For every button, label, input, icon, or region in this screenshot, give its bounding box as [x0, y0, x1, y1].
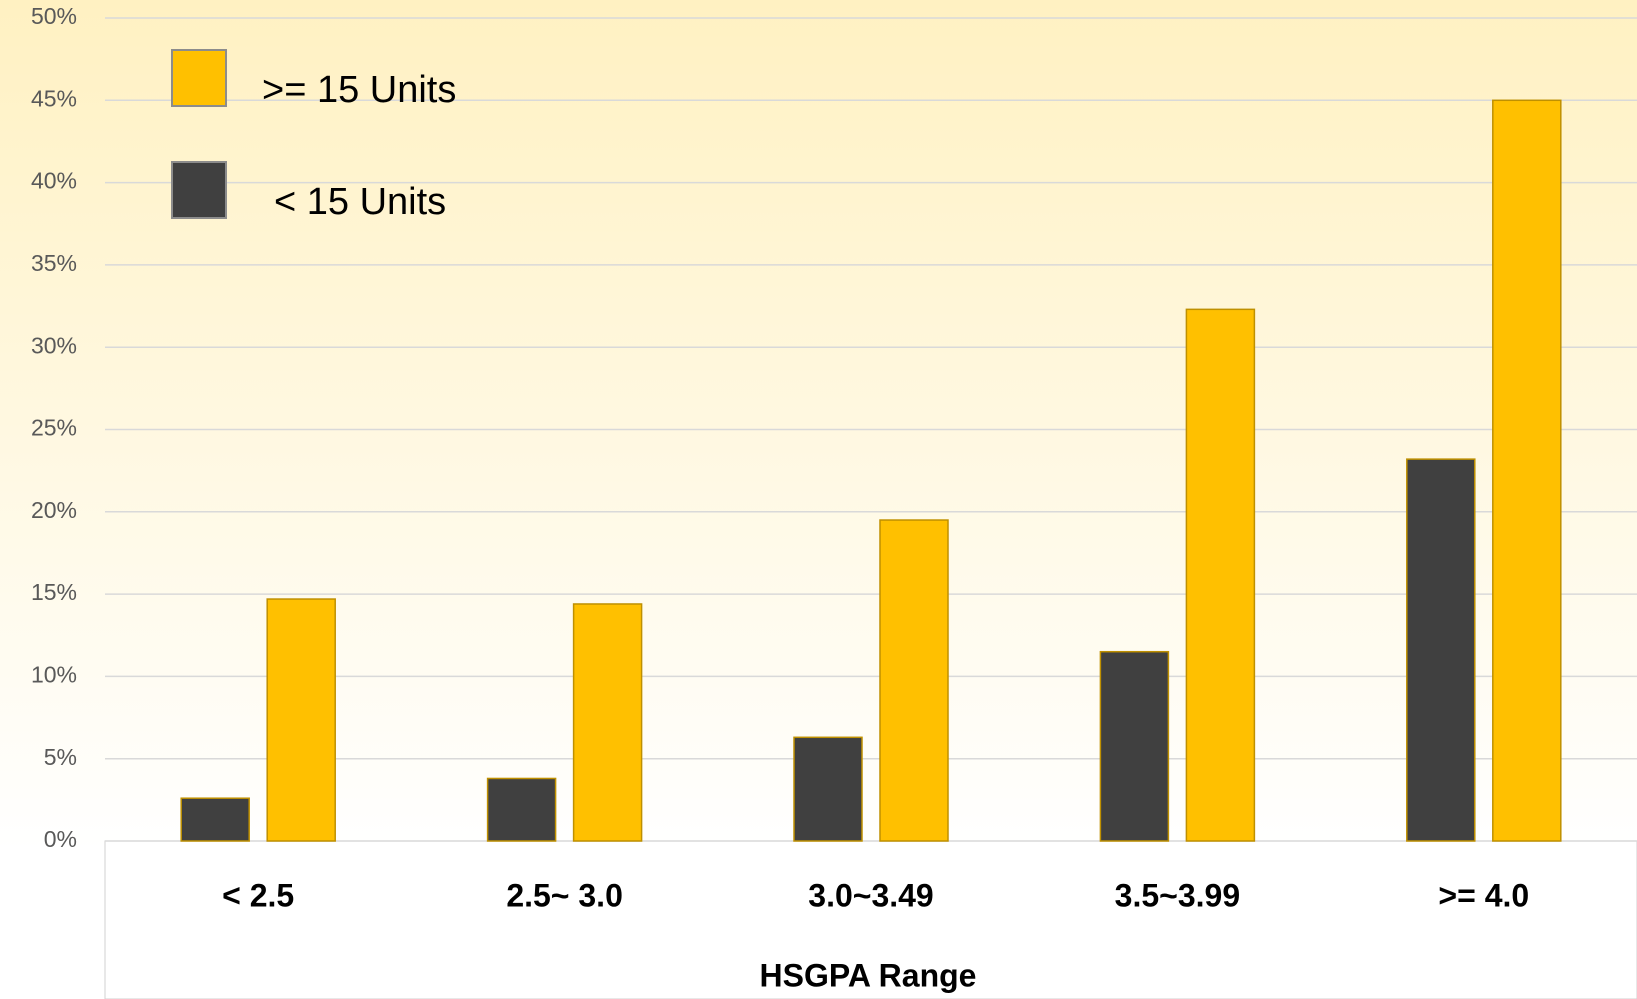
- bar: [879, 519, 949, 842]
- bar: [180, 797, 250, 842]
- x-tick-label: < 2.5: [222, 877, 294, 913]
- x-tick-label: >= 4.0: [1438, 877, 1529, 913]
- legend-swatch: [171, 161, 227, 219]
- x-axis-panel: [104, 840, 1637, 999]
- y-tick-label: 15%: [31, 579, 77, 605]
- legend-label: >= 15 Units: [262, 69, 456, 111]
- bar: [572, 603, 643, 842]
- bar: [1185, 308, 1256, 842]
- bar: [266, 598, 336, 842]
- y-tick-label: 10%: [31, 661, 77, 687]
- x-tick-label: 3.0~3.49: [808, 877, 933, 913]
- y-tick-label: 0%: [44, 826, 77, 852]
- y-tick-label: 5%: [44, 744, 77, 770]
- y-tick-label: 30%: [31, 332, 77, 358]
- bar: [486, 777, 557, 842]
- legend-label: < 15 Units: [274, 181, 446, 223]
- bar: [1099, 650, 1170, 842]
- y-tick-label: 20%: [31, 497, 77, 523]
- y-tick-label: 40%: [31, 168, 77, 194]
- bar: [1406, 458, 1476, 842]
- y-tick-label: 45%: [31, 85, 77, 111]
- x-tick-label: 3.5~3.99: [1115, 877, 1240, 913]
- y-tick-label: 50%: [31, 3, 77, 29]
- legend-swatch: [171, 49, 227, 107]
- x-axis-label: HSGPA Range: [760, 957, 977, 993]
- bar: [793, 736, 863, 842]
- x-tick-label: 2.5~ 3.0: [506, 877, 623, 913]
- y-tick-label: 35%: [31, 250, 77, 276]
- bar: [1492, 99, 1562, 842]
- y-tick-label: 25%: [31, 415, 77, 441]
